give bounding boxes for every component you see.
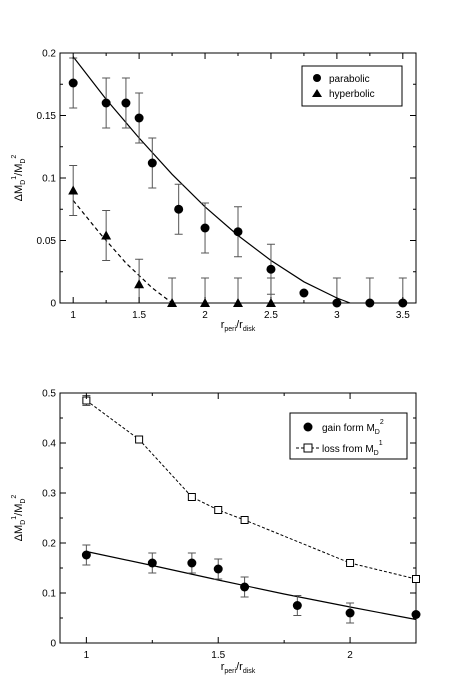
y-label-sub2: D	[20, 499, 27, 504]
data-point	[147, 558, 157, 568]
data-point	[101, 98, 111, 108]
x-label-sub1: peri	[224, 326, 236, 333]
x-label-sub2: disk	[243, 326, 256, 333]
y-tick-label: 0.2	[42, 49, 56, 60]
y-tick-label: 0.15	[37, 111, 57, 122]
y-label-sub2: D	[20, 159, 27, 164]
legend-gain-sup: 2	[380, 419, 384, 426]
data-point	[200, 223, 210, 233]
data-point-square	[346, 559, 355, 567]
legend-marker-loss	[303, 443, 313, 453]
data-point	[292, 601, 302, 610]
chart-top: 1 1.5 2 2.5 3 3.500.050.10.150.2 rperi/rdisk …	[11, 49, 417, 333]
data-point	[240, 582, 250, 592]
fit-curve-solid	[72, 56, 351, 304]
y-axis-label-bottom: ΔMD1/MD2	[11, 495, 27, 542]
data-point	[213, 564, 223, 574]
data-point	[134, 113, 144, 123]
y-label-a: ΔM	[13, 185, 25, 202]
data-point	[81, 550, 91, 560]
data-point	[266, 264, 276, 274]
y-tick-label: 0	[50, 639, 56, 650]
fit-curve-dashed	[72, 200, 173, 304]
y-label-b: /M	[13, 164, 25, 176]
x-tick-label: 2.5	[264, 310, 278, 321]
y-label-sup2: 2	[11, 155, 18, 159]
x-tick-label: 1.5	[132, 310, 146, 321]
data-point	[187, 558, 197, 568]
data-point-triangle	[68, 185, 79, 195]
legend-label-gain: gain form MD2	[322, 419, 384, 436]
data-point	[174, 204, 184, 214]
legend-label-loss: loss from MD1	[322, 440, 383, 457]
fit-curve-solid	[86, 550, 417, 621]
data-point	[233, 227, 243, 237]
x-tick-label: 2	[347, 650, 353, 661]
data-point	[121, 98, 131, 108]
legend-loss-text: loss from M	[322, 444, 374, 455]
x-tick-label: 2	[202, 310, 208, 321]
y-tick-label: 0.4	[42, 439, 56, 450]
legend-label-hyperbolic: hyperbolic	[329, 89, 375, 100]
y-label-sup1: 1	[11, 516, 18, 520]
y-tick-label: 0	[50, 299, 56, 310]
legend-gain-text: gain form M	[322, 423, 375, 434]
y-tick-label: 0.2	[42, 539, 56, 550]
legend-top: parabolic hyperbolic	[301, 65, 403, 107]
x-axis-label-bottom: rperi/rdisk	[221, 661, 256, 675]
y-label-sup2: 2	[11, 495, 18, 499]
x-label-sub1: peri	[224, 668, 236, 675]
y-label-sub1: D	[20, 520, 27, 525]
x-tick-label: 3	[334, 310, 340, 321]
y-label-sup1: 1	[11, 176, 18, 180]
legend-gain-sub: D	[375, 429, 380, 436]
data-point-square	[135, 435, 144, 444]
y-tick-label: 0.3	[42, 489, 56, 500]
y-label-sub1: D	[20, 180, 27, 185]
y-label-b: /M	[13, 504, 25, 516]
x-tick-label: 1	[84, 650, 90, 661]
y-label-a: ΔM	[13, 525, 25, 542]
x-tick-label: 1.5	[211, 650, 225, 661]
chart-bottom: 1 1.5 200.10.20.30.40.5 rperi/rdisk ΔMD1/M…	[11, 389, 421, 675]
x-tick-label: 3.5	[396, 310, 410, 321]
x-tick-label: 1	[70, 310, 76, 321]
y-axis-label-top: ΔMD1/MD2	[11, 155, 27, 202]
legend-marker-hyperbolic	[312, 89, 322, 97]
data-point	[345, 608, 355, 618]
data-point	[68, 78, 78, 88]
data-point-square	[240, 516, 249, 524]
x-label-sub2: disk	[243, 668, 256, 675]
x-axis-label-top: rperi/rdisk	[221, 319, 256, 333]
data-point	[147, 158, 157, 168]
x-label-base: r	[221, 661, 225, 673]
legend-marker-parabolic	[313, 74, 321, 82]
x-label-mid: /r	[236, 661, 243, 673]
x-label-base: r	[221, 319, 225, 331]
legend-marker-gain	[303, 422, 313, 432]
legend-bottom: gain form MD2 loss from MD1	[289, 412, 408, 460]
data-point-square	[214, 506, 223, 514]
data-point-triangle	[101, 230, 112, 240]
y-tick-label: 0.1	[42, 174, 56, 185]
legend-label-parabolic: parabolic	[329, 74, 370, 85]
legend-box-top	[301, 65, 403, 107]
data-point-square	[187, 493, 196, 501]
y-tick-label: 0.1	[42, 589, 56, 600]
data-point	[299, 288, 309, 298]
data-point	[411, 610, 421, 619]
y-tick-label: 0.05	[37, 236, 57, 247]
data-point-triangle	[134, 279, 145, 289]
data-point-square	[412, 575, 420, 583]
legend-loss-sup: 1	[379, 440, 383, 447]
y-tick-label: 0.5	[42, 389, 56, 400]
legend-loss-sub: D	[374, 450, 379, 457]
x-label-mid: /r	[236, 319, 243, 331]
